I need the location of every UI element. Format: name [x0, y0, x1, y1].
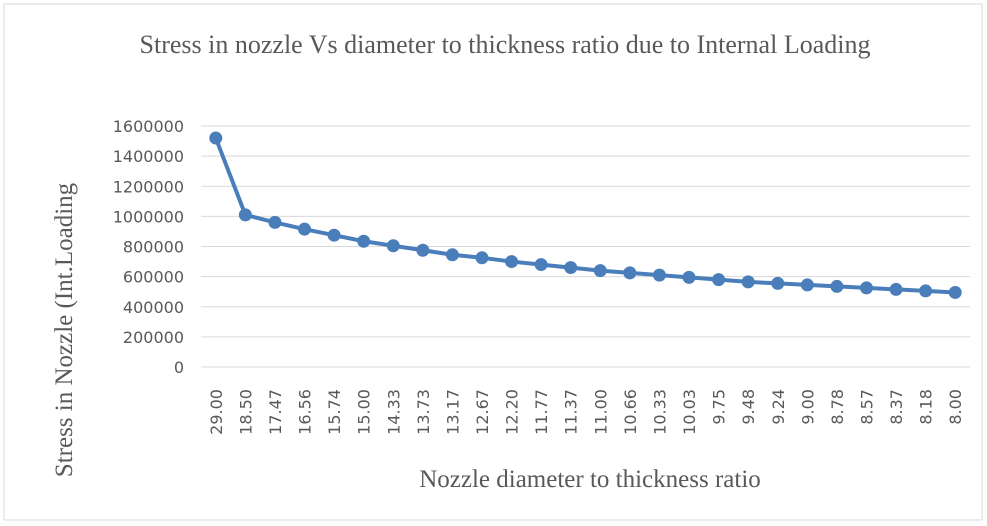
x-tick-label: 8.57 — [857, 389, 876, 425]
y-tick-label: 1000000 — [113, 207, 184, 226]
x-tick-label: 8.78 — [828, 389, 847, 425]
data-point — [593, 264, 607, 278]
y-tick-label: 800000 — [123, 238, 184, 257]
y-tick-label: 400000 — [123, 298, 184, 317]
data-point — [682, 270, 696, 284]
y-tick-label: 1200000 — [113, 177, 184, 196]
x-tick-label: 29.00 — [207, 389, 226, 435]
data-point — [475, 251, 489, 265]
x-tick-label: 11.37 — [562, 389, 581, 435]
data-point — [859, 281, 873, 295]
data-point — [505, 255, 519, 269]
y-tick-label: 200000 — [123, 328, 184, 347]
series-line — [213, 137, 956, 295]
x-tick-label: 10.03 — [680, 389, 699, 435]
x-tick-label: 10.33 — [650, 389, 669, 435]
x-tick-label: 12.20 — [503, 389, 522, 435]
chart-title: Stress in nozzle Vs diameter to thicknes… — [139, 30, 871, 59]
data-point — [238, 208, 252, 222]
x-tick-label: 9.75 — [710, 389, 729, 425]
data-point — [948, 285, 962, 299]
x-tick-label: 17.47 — [266, 389, 285, 435]
data-point — [357, 234, 371, 248]
x-tick-label: 11.77 — [532, 389, 551, 435]
y-axis-label: Stress in Nozzle (Int.Loading — [51, 182, 78, 477]
chart-border — [3, 3, 983, 521]
x-tick-label: 16.56 — [296, 389, 315, 435]
data-point — [268, 215, 282, 229]
data-point — [564, 261, 578, 275]
x-tick-label: 9.48 — [739, 389, 758, 425]
x-tick-label: 15.74 — [325, 389, 344, 435]
x-tick-label: 15.00 — [355, 389, 374, 435]
data-point — [741, 275, 755, 289]
x-tick-label: 18.50 — [236, 389, 255, 435]
data-point — [327, 228, 341, 242]
data-point — [534, 258, 548, 272]
y-tick-label: 1400000 — [113, 147, 184, 166]
y-tick-label: 600000 — [123, 268, 184, 287]
data-point — [623, 266, 637, 280]
data-point — [919, 284, 933, 298]
data-point — [445, 248, 459, 262]
x-tick-label: 9.24 — [769, 389, 788, 425]
x-tick-label: 9.00 — [798, 389, 817, 425]
x-tick-label: 14.33 — [384, 389, 403, 435]
x-tick-label: 10.66 — [621, 389, 640, 435]
data-point — [416, 243, 430, 257]
data-point — [298, 222, 312, 236]
data-point — [771, 276, 785, 290]
y-tick-label: 1600000 — [113, 117, 184, 136]
x-tick-label: 8.18 — [917, 389, 936, 425]
x-tick-label: 13.73 — [414, 389, 433, 435]
x-tick-label: 13.17 — [443, 389, 462, 435]
data-point — [652, 268, 666, 282]
x-axis-label: Nozzle diameter to thickness ratio — [419, 466, 761, 493]
data-point — [712, 273, 726, 287]
data-point — [209, 131, 223, 145]
data-point — [889, 282, 903, 296]
y-tick-label: 0 — [174, 358, 184, 377]
x-tick-label: 8.37 — [887, 389, 906, 425]
data-point — [830, 279, 844, 293]
data-point — [386, 239, 400, 253]
x-tick-label: 8.00 — [946, 389, 965, 425]
x-tick-label: 11.00 — [591, 389, 610, 435]
x-tick-label: 12.67 — [473, 389, 492, 435]
data-point — [800, 278, 814, 292]
